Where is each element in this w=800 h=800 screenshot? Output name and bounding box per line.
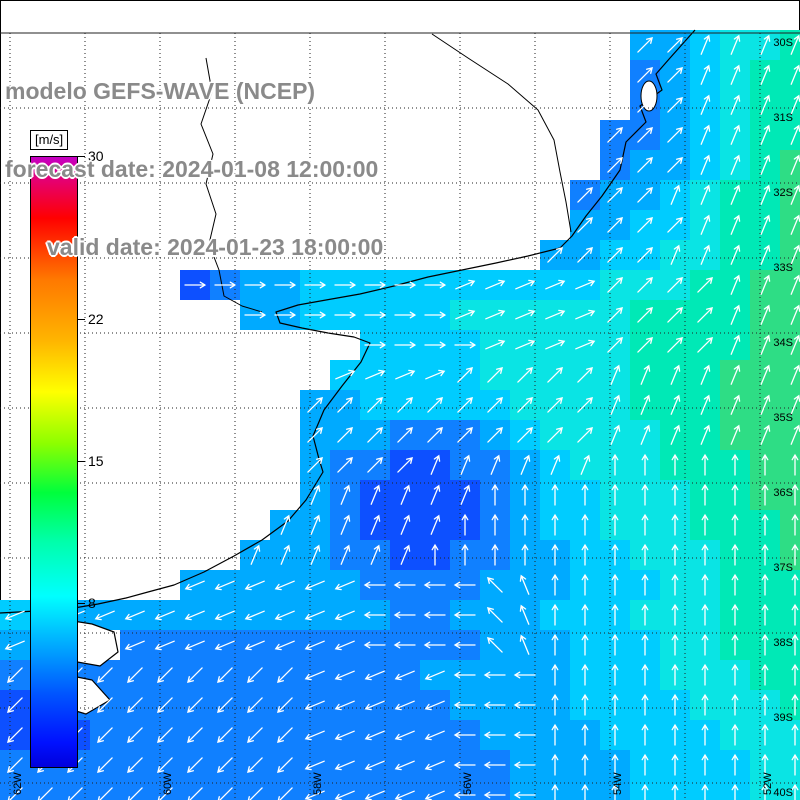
colorbar-tick-label: 30 (88, 148, 104, 164)
colorbar-tick-mark (78, 603, 85, 605)
colorbar-tick-mark (78, 461, 85, 462)
lon-label: 52W (762, 772, 774, 795)
lon-label: 56W (462, 772, 474, 795)
lat-label: 40S (773, 787, 793, 799)
lat-label: 35S (773, 412, 793, 424)
lat-label: 38S (773, 637, 793, 649)
lat-label: 31S (773, 112, 793, 124)
lat-label: 36S (773, 487, 793, 499)
lagoon-outline (640, 80, 658, 112)
forecast-date: forecast date: 2024-01-08 12:00:00 (5, 156, 379, 182)
lat-label: 33S (773, 262, 793, 274)
lat-label: 37S (773, 562, 793, 574)
river-line (431, 33, 572, 233)
colorbar: [m/s] 30 22 15 8 (30, 130, 160, 795)
lon-label: 62W (12, 772, 24, 795)
lat-label: 39S (773, 712, 793, 724)
colorbar-unit-label: [m/s] (30, 130, 69, 150)
map-title: modelo GEFS-WAVE (NCEP) forecast date: 2… (5, 26, 383, 312)
colorbar-tick-label: 8 (88, 595, 96, 612)
lat-label: 32S (773, 187, 793, 199)
lat-label: 34S (773, 337, 793, 349)
colorbar-tick-label: 22 (88, 310, 104, 327)
wind-direction-arrows (4, 34, 800, 800)
colorbar-tick-mark (78, 156, 85, 157)
colorbar-gradient (30, 156, 78, 768)
river-line (200, 57, 263, 313)
colorbar-tick-label: 15 (88, 453, 104, 469)
longitude-labels: 62W 60W 58W 56W 54W 52W (12, 772, 774, 795)
lon-label: 54W (612, 772, 624, 795)
latitude-labels: 30S 31S 32S 33S 34S 35S 36S 37S 38S 39S 40S (773, 37, 793, 799)
colorbar-tick-mark (78, 318, 85, 320)
lon-label: 58W (312, 772, 324, 795)
model-name: modelo GEFS-WAVE (NCEP) (5, 78, 316, 104)
lat-label: 30S (773, 37, 793, 49)
grid-lines (0, 32, 800, 800)
valid-date: valid date: 2024-01-23 18:00:00 (47, 234, 384, 260)
lon-label: 60W (162, 772, 174, 795)
